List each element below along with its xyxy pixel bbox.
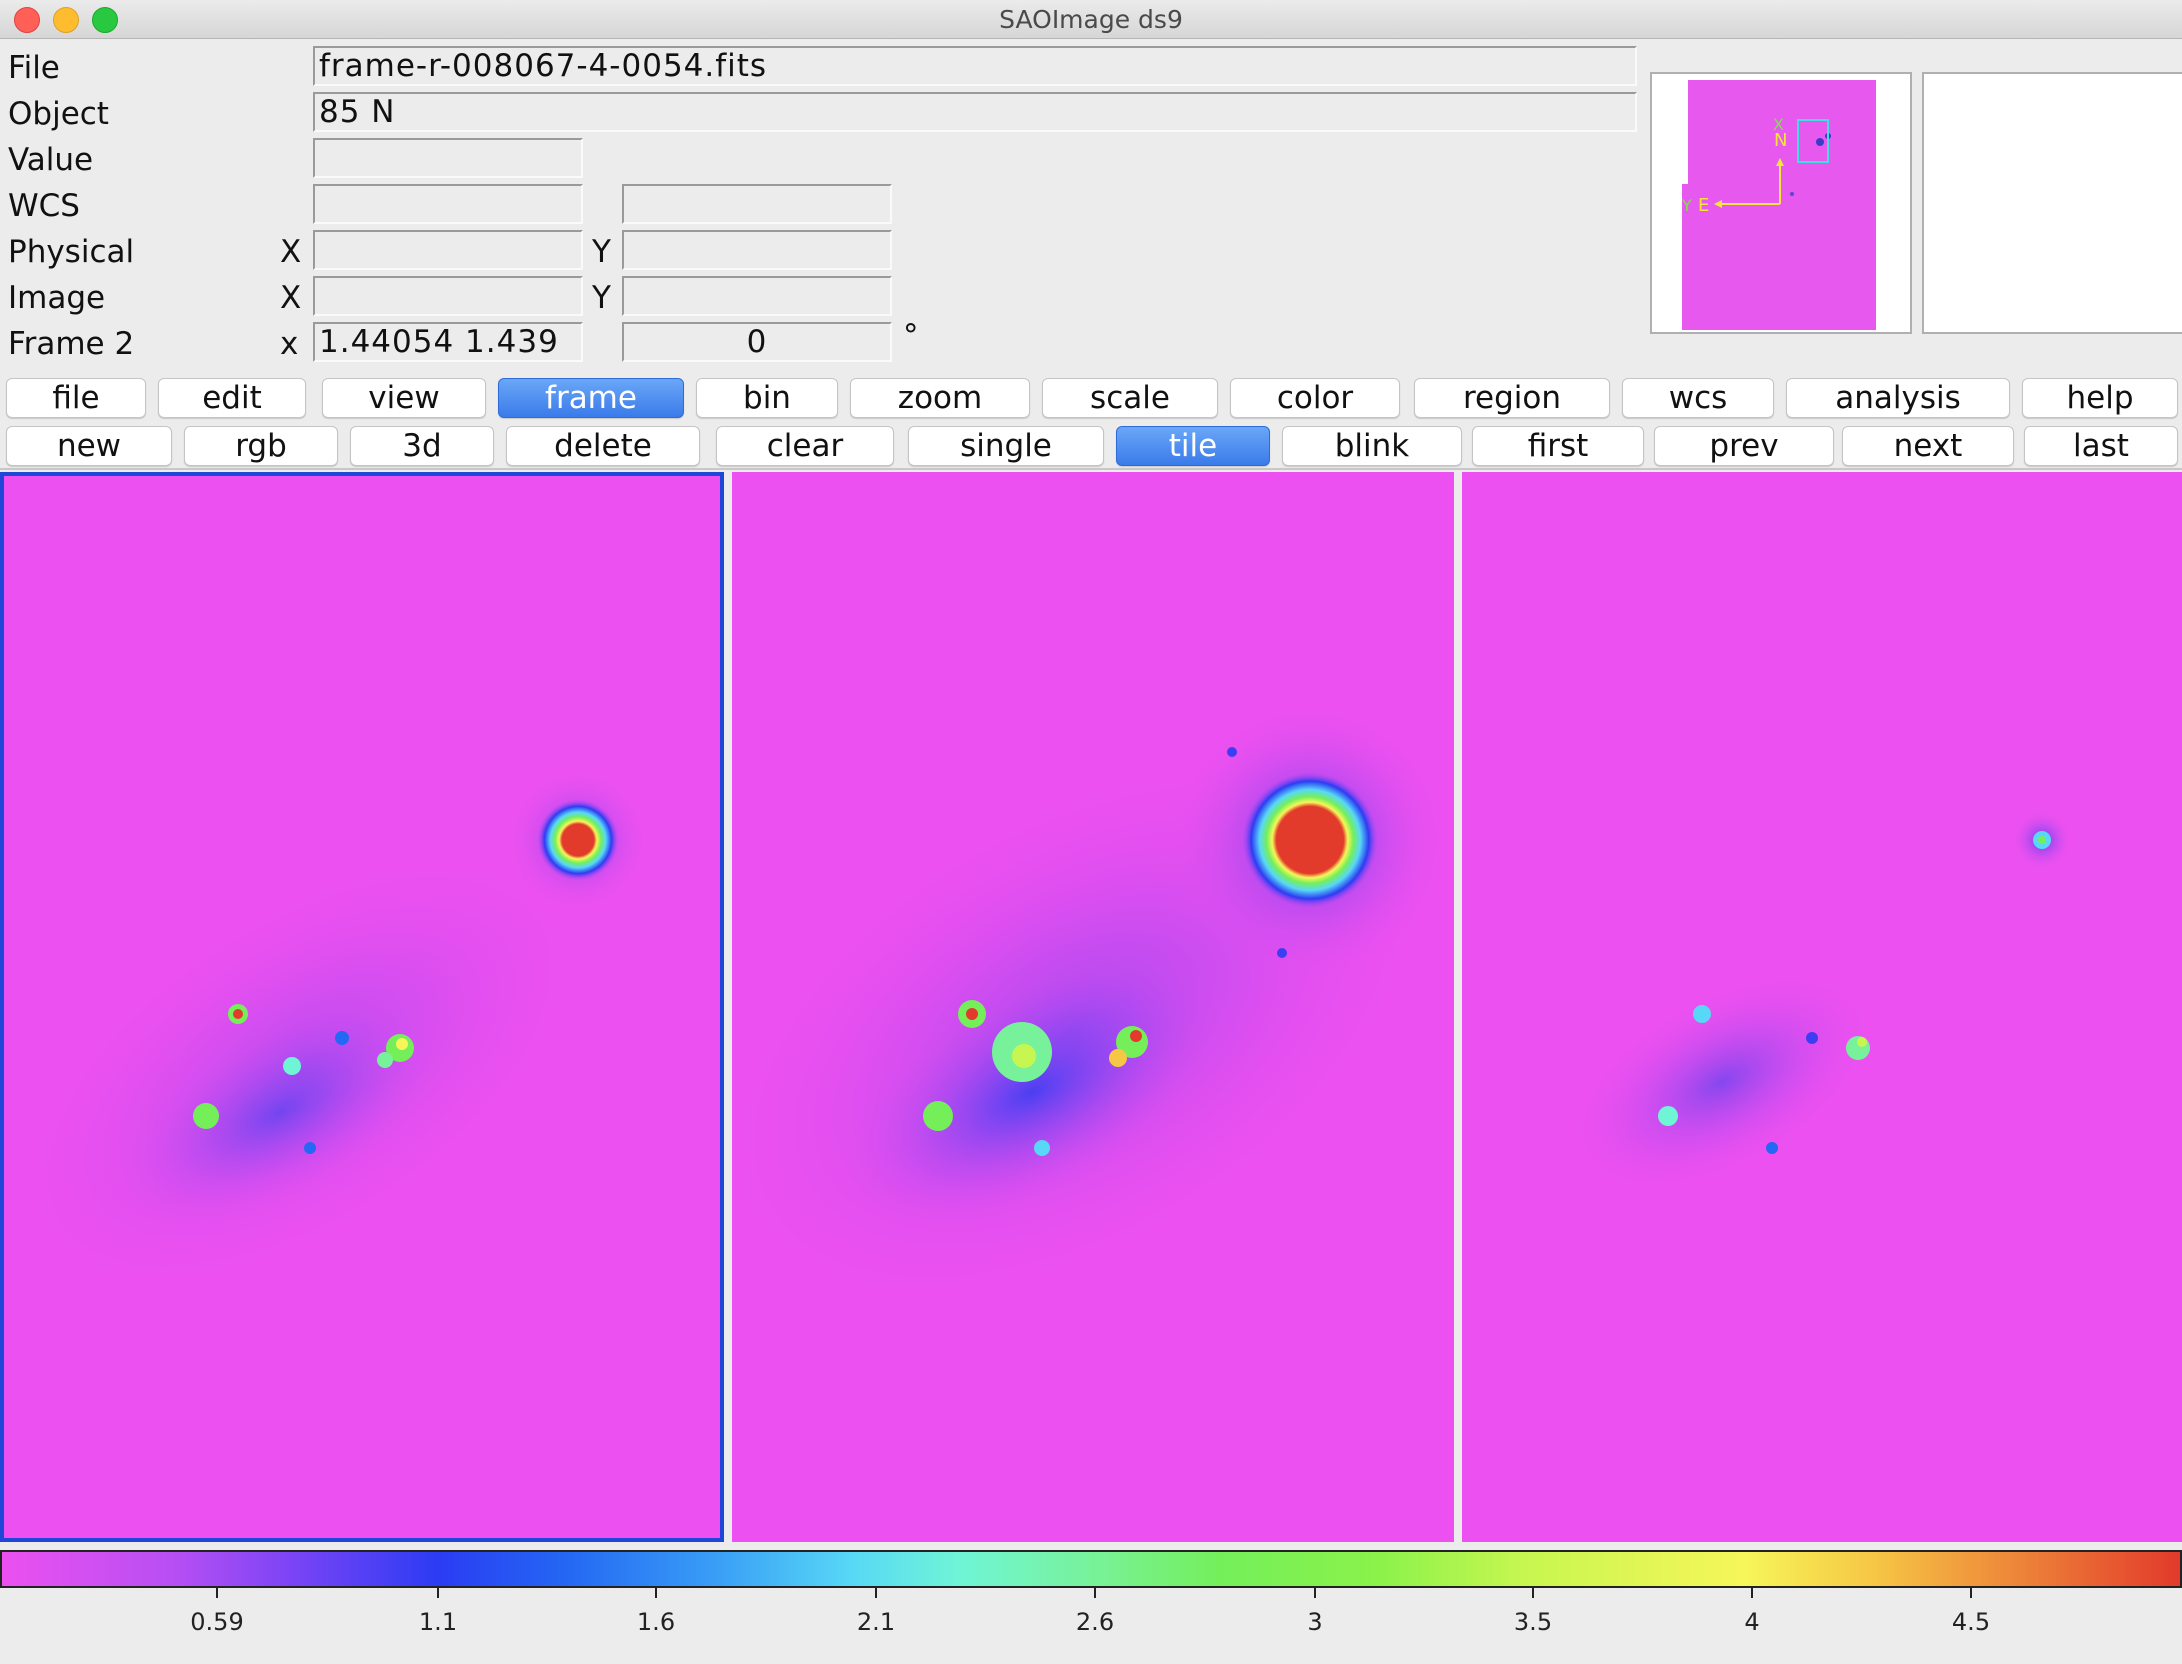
- frame-3-image: [1566, 810, 2072, 1195]
- menu-edit-button[interactable]: edit: [158, 378, 306, 418]
- physical-y-label: Y: [592, 234, 611, 270]
- frame-first-button[interactable]: first: [1472, 426, 1644, 466]
- panner-x-label: X: [1773, 115, 1784, 134]
- close-window-button[interactable]: [14, 7, 40, 33]
- frame-new-button[interactable]: new: [6, 426, 172, 466]
- magnifier: [1922, 72, 2182, 334]
- colorbar-tick-label: 2.6: [1075, 1608, 1115, 1636]
- image-frame-2[interactable]: [732, 472, 1454, 1542]
- frame-tile-button[interactable]: tile: [1116, 426, 1270, 466]
- panner-thumbnail: N X E Y: [1681, 80, 1876, 330]
- panner[interactable]: N X E Y: [1650, 72, 1912, 334]
- object-field: 85 N: [313, 92, 1637, 132]
- compass-arrows: [1714, 158, 1784, 208]
- colorbar-tick: [1094, 1588, 1096, 1598]
- colorbar-tick-label: 4: [1744, 1608, 1760, 1636]
- north-label: N: [1774, 130, 1787, 151]
- menu-scale-button[interactable]: scale: [1042, 378, 1218, 418]
- physical-x-field: [313, 230, 583, 270]
- menu-help-button[interactable]: help: [2022, 378, 2178, 418]
- image-x-field: [313, 276, 583, 316]
- menu-color-button[interactable]: color: [1230, 378, 1400, 418]
- window-title: SAOImage ds9: [999, 5, 1183, 34]
- image-y-field: [622, 276, 892, 316]
- frame-next-button[interactable]: next: [1842, 426, 2014, 466]
- colorbar-tick-label: 1.6: [636, 1608, 676, 1636]
- menu-zoom-button[interactable]: zoom: [850, 378, 1030, 418]
- menu-wcs-button[interactable]: wcs: [1622, 378, 1774, 418]
- colorbar-tick-label: 3.5: [1513, 1608, 1553, 1636]
- value-label: Value: [8, 142, 94, 178]
- panner-viewport-box[interactable]: [1797, 119, 1829, 163]
- toolbar-separator: [0, 468, 2182, 470]
- image-frame-3[interactable]: [1462, 472, 2182, 1542]
- colorbar-tick: [1532, 1588, 1534, 1598]
- colorbar-tick: [437, 1588, 439, 1598]
- menu-bin-button[interactable]: bin: [696, 378, 838, 418]
- value-field: [313, 138, 583, 178]
- zoom-x-label: x: [280, 326, 299, 362]
- menu-analysis-button[interactable]: analysis: [1786, 378, 2010, 418]
- title-bar: SAOImage ds9: [0, 0, 2182, 39]
- colorbar[interactable]: [0, 1550, 2182, 1588]
- colorbar-tick: [875, 1588, 877, 1598]
- wcs-label: WCS: [8, 188, 80, 224]
- east-label: E: [1698, 195, 1709, 216]
- colorbar-tick-label: 4.5: [1951, 1608, 1991, 1636]
- file-field: frame-r-008067-4-0054.fits: [313, 46, 1637, 86]
- main-button-bar: file edit view frame bin zoom scale colo…: [0, 376, 2182, 420]
- wcs-field-1: [313, 184, 583, 224]
- frame-prev-button[interactable]: prev: [1654, 426, 1834, 466]
- maximize-window-button[interactable]: [92, 7, 118, 33]
- colorbar-tick: [1970, 1588, 1972, 1598]
- menu-file-button[interactable]: file: [6, 378, 146, 418]
- image-frame-1[interactable]: [0, 472, 724, 1542]
- frame-single-button[interactable]: single: [908, 426, 1104, 466]
- panner-y-label: Y: [1681, 196, 1692, 215]
- wcs-field-2: [622, 184, 892, 224]
- angle-field: 0: [622, 322, 892, 362]
- colorbar-tick-label: 0.59: [190, 1608, 244, 1636]
- frame-last-button[interactable]: last: [2024, 426, 2178, 466]
- image-y-label: Y: [592, 280, 611, 316]
- frame-button-bar: new rgb 3d delete clear single tile blin…: [0, 424, 2182, 468]
- menu-frame-button[interactable]: frame: [498, 378, 684, 418]
- colorbar-tick-label: 2.1: [856, 1608, 896, 1636]
- menu-view-button[interactable]: view: [322, 378, 486, 418]
- menu-region-button[interactable]: region: [1414, 378, 1610, 418]
- file-label: File: [8, 50, 60, 86]
- frame-1-image: [6, 768, 650, 1299]
- colorbar-tick-label: 3: [1307, 1608, 1323, 1636]
- angle-unit: °: [903, 318, 919, 354]
- image-x-label: X: [280, 280, 302, 316]
- frame-label: Frame 2: [8, 326, 135, 362]
- colorbar-tick: [1751, 1588, 1753, 1598]
- image-label: Image: [8, 280, 106, 316]
- minimize-window-button[interactable]: [53, 7, 79, 33]
- physical-label: Physical: [8, 234, 135, 270]
- colorbar-tick: [216, 1588, 218, 1598]
- object-label: Object: [8, 96, 109, 132]
- frame-rgb-button[interactable]: rgb: [184, 426, 338, 466]
- physical-x-label: X: [280, 234, 302, 270]
- colorbar-tick-label: 1.1: [418, 1608, 458, 1636]
- physical-y-field: [622, 230, 892, 270]
- frame-clear-button[interactable]: clear: [716, 426, 894, 466]
- zoom-field: 1.44054 1.439: [313, 322, 583, 362]
- colorbar-tick: [1314, 1588, 1316, 1598]
- colorbar-tick: [655, 1588, 657, 1598]
- frame-delete-button[interactable]: delete: [506, 426, 700, 466]
- frame-blink-button[interactable]: blink: [1282, 426, 1462, 466]
- frame-3d-button[interactable]: 3d: [350, 426, 494, 466]
- frame-2-image: [732, 700, 1450, 1315]
